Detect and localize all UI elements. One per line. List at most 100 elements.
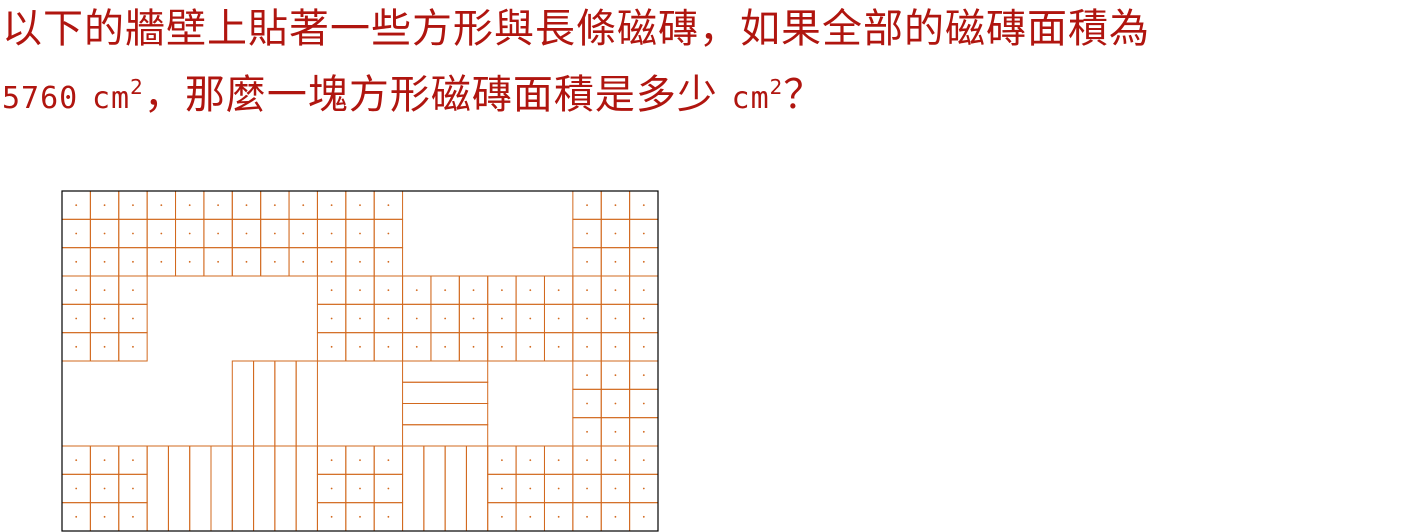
tile-dot [614, 317, 617, 320]
tile-dot [160, 260, 163, 263]
tile-dot [188, 204, 191, 207]
tile-dot [557, 289, 560, 292]
tile-dot [501, 487, 503, 490]
tile-dot [75, 487, 78, 490]
tile-dot [103, 459, 106, 462]
vertical-strips-center [231, 360, 318, 447]
long-tile [423, 445, 446, 532]
tile-dot [529, 487, 532, 490]
horizontal-strips-center [402, 360, 489, 447]
tile-dot [103, 232, 106, 235]
tile-dot [359, 345, 361, 348]
top-left-block [61, 190, 404, 277]
tile-dot [642, 402, 645, 405]
tile-dot [188, 232, 191, 235]
tile-dot [330, 515, 333, 518]
tile-dot [217, 260, 219, 263]
tile-dot [245, 260, 248, 263]
unit-exponent-2: 2 [769, 75, 784, 99]
tile-dot [501, 289, 503, 292]
tile-dot [586, 515, 588, 518]
tile-dot [103, 345, 106, 348]
tile-dot [529, 317, 532, 320]
tile-dot [132, 204, 134, 207]
tile-dot [529, 345, 532, 348]
long-tile [167, 445, 191, 532]
long-tile [146, 445, 169, 532]
tile-dot [387, 515, 390, 518]
tile-dot [614, 402, 617, 405]
tile-dot [501, 515, 503, 518]
long-tile [402, 360, 489, 383]
tile-dot [586, 260, 588, 263]
tile-dot [330, 289, 333, 292]
left-middle-block [61, 275, 148, 362]
tile-dot [132, 317, 134, 320]
tile-dot [132, 260, 134, 263]
center-band-block [316, 275, 659, 362]
unit-exponent: 2 [130, 75, 144, 99]
tile-dot [642, 345, 645, 348]
tile-dot [444, 345, 447, 348]
tile-dot [586, 289, 588, 292]
bottom-right-block [487, 445, 659, 532]
tile-dot [330, 459, 333, 462]
vertical-strips-bottom-left [146, 445, 318, 532]
tile-dot [330, 487, 333, 490]
tile-dot [642, 232, 645, 235]
tile-dot [217, 204, 219, 207]
tile-dot [444, 317, 447, 320]
tile-dot [273, 232, 276, 235]
tile-dot [359, 289, 361, 292]
tile-dot [557, 459, 560, 462]
tile-dot [75, 204, 78, 207]
right-column-block [572, 360, 659, 447]
tile-dot [103, 289, 106, 292]
tile-dot [614, 515, 617, 518]
tile-dot [75, 317, 78, 320]
tile-dot [302, 204, 305, 207]
long-tile [295, 360, 318, 447]
long-tile [402, 424, 489, 447]
tile-dot [359, 487, 361, 490]
tile-dot [529, 459, 532, 462]
question-mark: ？ [783, 72, 825, 118]
tile-dot [586, 204, 588, 207]
tile-dot [586, 317, 588, 320]
tile-dot [330, 317, 333, 320]
tile-dot [642, 289, 645, 292]
tile-dot [75, 459, 78, 462]
tile-dot [302, 232, 305, 235]
tile-dot [103, 515, 106, 518]
tile-dot [614, 232, 617, 235]
tile-dot [132, 232, 134, 235]
tile-dot [614, 430, 617, 433]
long-tile [253, 445, 276, 532]
tile-dot [359, 459, 361, 462]
long-tile [295, 445, 318, 532]
tile-dot [472, 317, 475, 320]
long-tile [444, 445, 467, 532]
question-middle-text: ，那麼一塊方形磁磚面積是多少 [143, 72, 718, 118]
tile-dot [586, 487, 588, 490]
tile-dot [330, 345, 333, 348]
tile-dot [642, 374, 645, 377]
long-tile [189, 445, 212, 532]
tile-dot [529, 289, 532, 292]
tile-dot [557, 487, 560, 490]
tile-dot [642, 459, 645, 462]
tile-dot [160, 204, 163, 207]
tile-dot [501, 317, 503, 320]
tile-dot [614, 260, 617, 263]
long-tile [465, 445, 489, 532]
question-line-1: 以下的牆壁上貼著一些方形與長條磁磚，如果全部的磁磚面積為 [2, 6, 1150, 52]
tile-dot [501, 459, 503, 462]
tile-dot [614, 345, 617, 348]
tile-dot [557, 515, 560, 518]
long-tile [274, 445, 297, 532]
tile-dot [614, 204, 617, 207]
tile-wall-diagram [61, 190, 659, 532]
tile-dot [557, 345, 560, 348]
tile-dot [103, 204, 106, 207]
tile-dot [330, 204, 333, 207]
